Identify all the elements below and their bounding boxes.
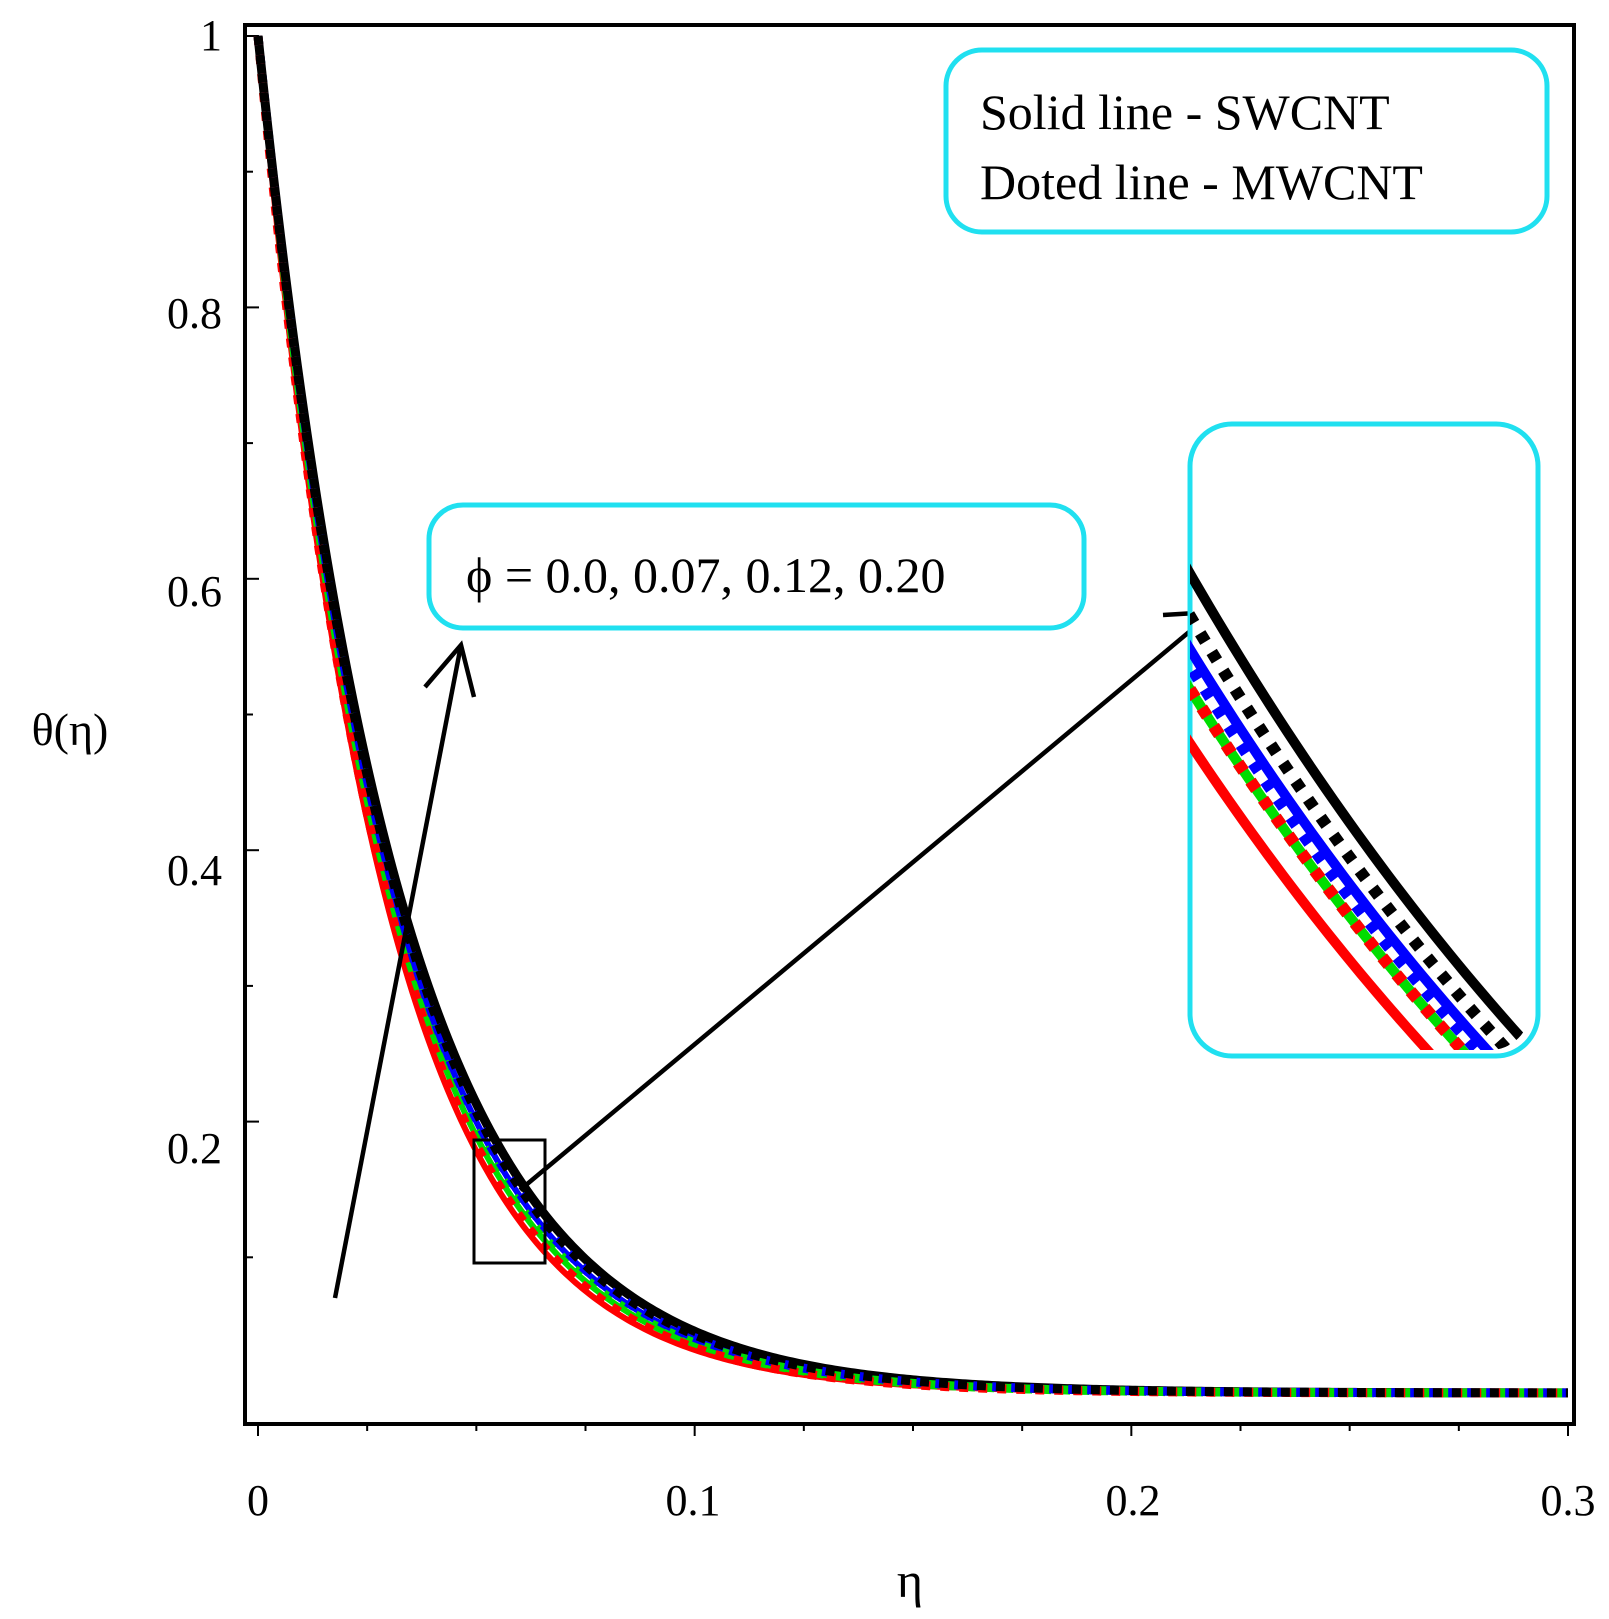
inset-series-line <box>1190 430 1530 1050</box>
phi-annotation: ϕ = 0.0, 0.07, 0.12, 0.20 <box>466 547 946 603</box>
legend-box <box>943 47 1550 235</box>
y-tick-label-0.4: 0.4 <box>167 846 222 895</box>
y-tick-label-0.2: 0.2 <box>167 1124 222 1173</box>
curves <box>253 35 1570 1398</box>
zoom-region-rect <box>472 1138 547 1265</box>
legend-line-solid: Solid line - SWCNT <box>980 84 1390 140</box>
phi-increase-arrow <box>332 644 464 1299</box>
zoom-arrow <box>518 610 1215 1192</box>
x-axis-label: η <box>897 1552 923 1608</box>
y-tick-label-0.8: 0.8 <box>167 289 222 338</box>
y-tick-label-0.6: 0.6 <box>167 567 222 616</box>
annotation-box <box>426 502 1087 631</box>
x-tick-label-3: 0.3 <box>1541 1476 1596 1525</box>
x-tick-label-0: 0 <box>247 1476 269 1525</box>
ticks <box>245 35 1569 1436</box>
inset-series-line <box>1190 430 1530 1050</box>
series-line-mwcnt <box>253 35 1570 1398</box>
inset-series-line <box>1190 430 1530 1050</box>
y-tick-label-1: 1 <box>200 11 222 60</box>
series-line-mwcnt <box>253 35 1570 1398</box>
inset-series-line <box>1190 430 1530 1050</box>
inset-curves <box>1190 430 1530 1050</box>
inset-series-line <box>1190 430 1530 1050</box>
x-tick-label-1: 0.1 <box>666 1476 721 1525</box>
inset-series-line <box>1190 430 1530 1050</box>
phi-increase-arrowhead <box>423 640 477 698</box>
plot-frame <box>243 23 1576 1426</box>
x-tick-label-2: 0.2 <box>1106 1476 1161 1525</box>
y-axis-label: θ(η) <box>32 704 109 755</box>
legend-line-dotted: Doted line - MWCNT <box>980 154 1423 210</box>
